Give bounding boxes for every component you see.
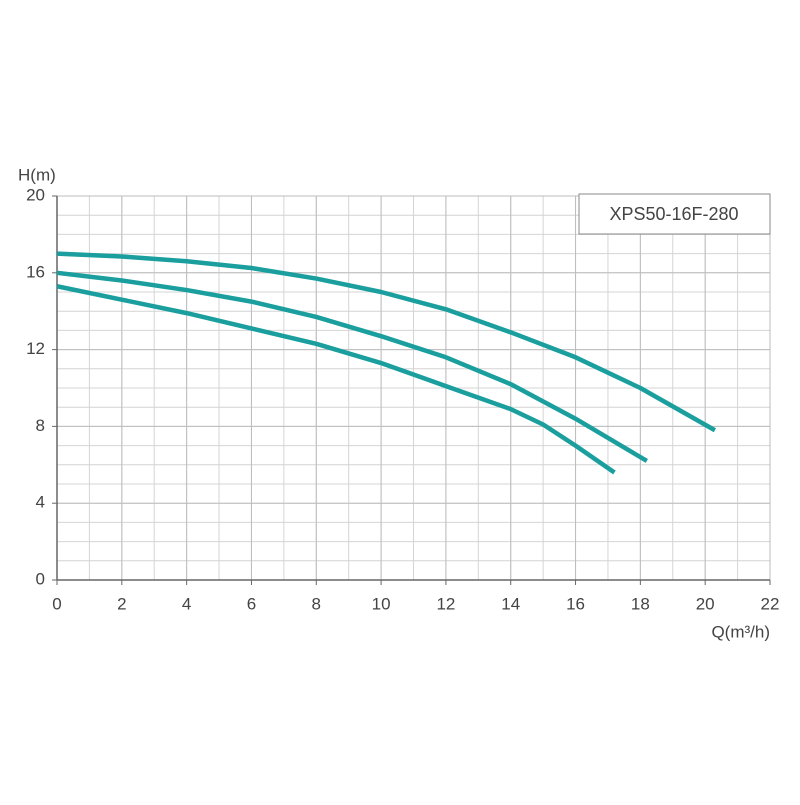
y-axis-label: H(m): [18, 165, 56, 184]
x-tick-label: 4: [182, 594, 191, 613]
y-tick-label: 16: [26, 262, 45, 281]
x-tick-label: 2: [117, 594, 126, 613]
x-tick-label: 14: [501, 594, 520, 613]
x-tick-label: 10: [372, 594, 391, 613]
x-tick-label: 22: [761, 594, 780, 613]
curve: [56, 251, 717, 433]
curve: [56, 270, 648, 463]
y-tick-label: 4: [36, 493, 45, 512]
x-tick-label: 6: [247, 594, 256, 613]
x-tick-label: 0: [52, 594, 61, 613]
x-axis-label: Q(m³/h): [711, 622, 770, 641]
x-tick-label: 20: [696, 594, 715, 613]
x-tick-label: 18: [631, 594, 650, 613]
y-tick-label: 0: [36, 569, 45, 588]
x-tick-label: 8: [312, 594, 321, 613]
curve: [56, 284, 616, 475]
legend-box: [578, 193, 771, 235]
legend-title: XPS50-16F-280: [609, 204, 738, 224]
y-tick-label: 20: [26, 185, 45, 204]
y-tick-label: 8: [36, 416, 45, 435]
x-tick-label: 16: [566, 594, 585, 613]
x-tick-label: 12: [436, 594, 455, 613]
y-tick-label: 12: [26, 339, 45, 358]
